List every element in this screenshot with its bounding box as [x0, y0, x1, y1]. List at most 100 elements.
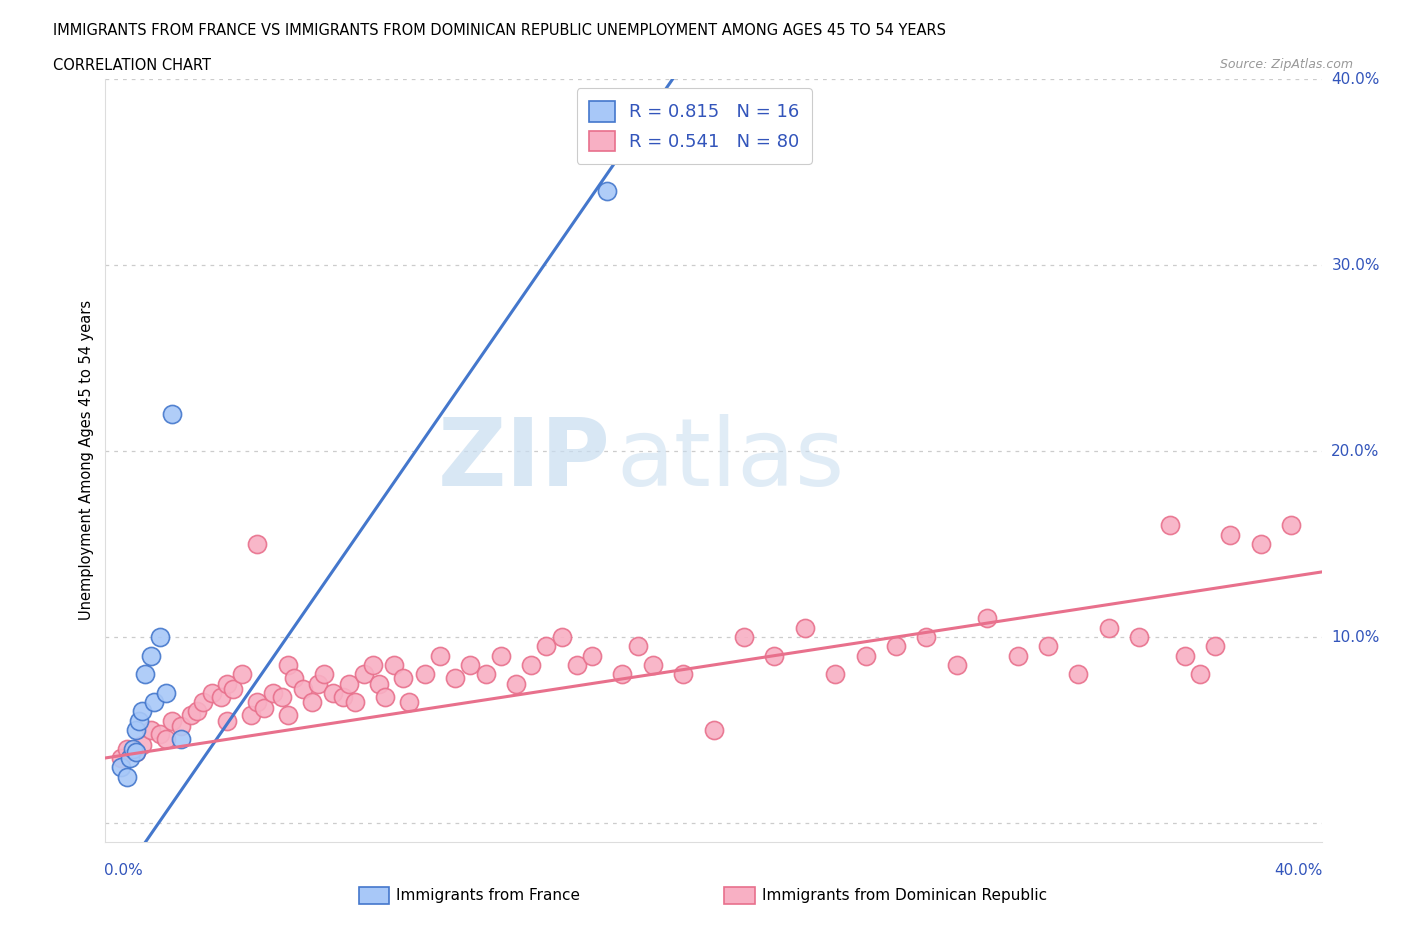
Point — [314, 667, 336, 682]
Point — [1128, 630, 1150, 644]
Point — [134, 667, 156, 682]
Point — [110, 760, 132, 775]
Text: 40.0%: 40.0% — [1274, 863, 1323, 878]
Legend: R = 0.815   N = 16, R = 0.541   N = 80: R = 0.815 N = 16, R = 0.541 N = 80 — [576, 88, 811, 164]
Point — [155, 685, 177, 700]
Point — [855, 648, 877, 663]
Point — [128, 713, 150, 728]
Point — [1188, 667, 1211, 682]
Point — [246, 695, 269, 710]
Point — [1174, 648, 1197, 663]
Text: 20.0%: 20.0% — [1331, 444, 1379, 458]
Point — [115, 741, 138, 756]
Point — [520, 658, 543, 672]
Point — [262, 685, 284, 700]
Point — [155, 732, 177, 747]
Point — [217, 713, 239, 728]
Point — [121, 741, 143, 756]
Point — [149, 630, 172, 644]
Text: CORRELATION CHART: CORRELATION CHART — [53, 58, 211, 73]
Point — [180, 708, 202, 723]
Point — [458, 658, 481, 672]
Point — [170, 732, 193, 747]
Point — [474, 667, 496, 682]
Point — [581, 648, 603, 663]
Point — [125, 745, 148, 760]
Text: 0.0%: 0.0% — [104, 863, 143, 878]
Point — [217, 676, 239, 691]
Point — [149, 726, 172, 741]
Point — [240, 708, 263, 723]
Point — [596, 183, 619, 198]
Point — [1067, 667, 1090, 682]
Point — [1159, 518, 1181, 533]
Point — [429, 648, 451, 663]
Text: Immigrants from France: Immigrants from France — [396, 888, 581, 903]
Point — [1250, 537, 1272, 551]
Point — [763, 648, 786, 663]
Point — [301, 695, 323, 710]
Point — [131, 737, 153, 752]
Point — [170, 719, 193, 734]
Point — [915, 630, 938, 644]
Point — [353, 667, 375, 682]
Point — [413, 667, 436, 682]
Point — [270, 689, 292, 704]
Point — [252, 700, 274, 715]
Point — [222, 682, 245, 697]
Point — [374, 689, 396, 704]
Point — [343, 695, 366, 710]
Point — [976, 611, 998, 626]
Point — [125, 745, 148, 760]
Point — [382, 658, 405, 672]
Text: Immigrants from Dominican Republic: Immigrants from Dominican Republic — [762, 888, 1047, 903]
Point — [1219, 527, 1241, 542]
Point — [110, 751, 132, 765]
Point — [139, 648, 162, 663]
Point — [131, 704, 153, 719]
Point — [307, 676, 329, 691]
Text: IMMIGRANTS FROM FRANCE VS IMMIGRANTS FROM DOMINICAN REPUBLIC UNEMPLOYMENT AMONG : IMMIGRANTS FROM FRANCE VS IMMIGRANTS FRO… — [53, 23, 946, 38]
Point — [277, 708, 299, 723]
Point — [368, 676, 391, 691]
Point — [672, 667, 695, 682]
Text: Source: ZipAtlas.com: Source: ZipAtlas.com — [1219, 58, 1353, 71]
Point — [162, 406, 184, 421]
Point — [1007, 648, 1029, 663]
Point — [1036, 639, 1059, 654]
Point — [702, 723, 725, 737]
Point — [332, 689, 354, 704]
Point — [125, 723, 148, 737]
Point — [292, 682, 315, 697]
Point — [322, 685, 344, 700]
Point — [191, 695, 214, 710]
Point — [1204, 639, 1226, 654]
Text: ZIP: ZIP — [437, 415, 610, 506]
Point — [884, 639, 907, 654]
Point — [733, 630, 755, 644]
Point — [505, 676, 527, 691]
Point — [139, 723, 162, 737]
Point — [536, 639, 558, 654]
Point — [246, 537, 269, 551]
Point — [641, 658, 664, 672]
Point — [143, 695, 166, 710]
Point — [337, 676, 360, 691]
Point — [118, 751, 141, 765]
Text: atlas: atlas — [616, 415, 845, 506]
Point — [186, 704, 208, 719]
Point — [398, 695, 420, 710]
Point — [612, 667, 634, 682]
Point — [361, 658, 384, 672]
Point — [209, 689, 232, 704]
Text: 30.0%: 30.0% — [1331, 258, 1379, 272]
Point — [945, 658, 967, 672]
Point — [550, 630, 572, 644]
Point — [162, 713, 184, 728]
Y-axis label: Unemployment Among Ages 45 to 54 years: Unemployment Among Ages 45 to 54 years — [79, 300, 94, 620]
Text: 10.0%: 10.0% — [1331, 630, 1379, 644]
Point — [201, 685, 224, 700]
Point — [626, 639, 648, 654]
Text: 40.0%: 40.0% — [1331, 72, 1379, 86]
Point — [489, 648, 512, 663]
